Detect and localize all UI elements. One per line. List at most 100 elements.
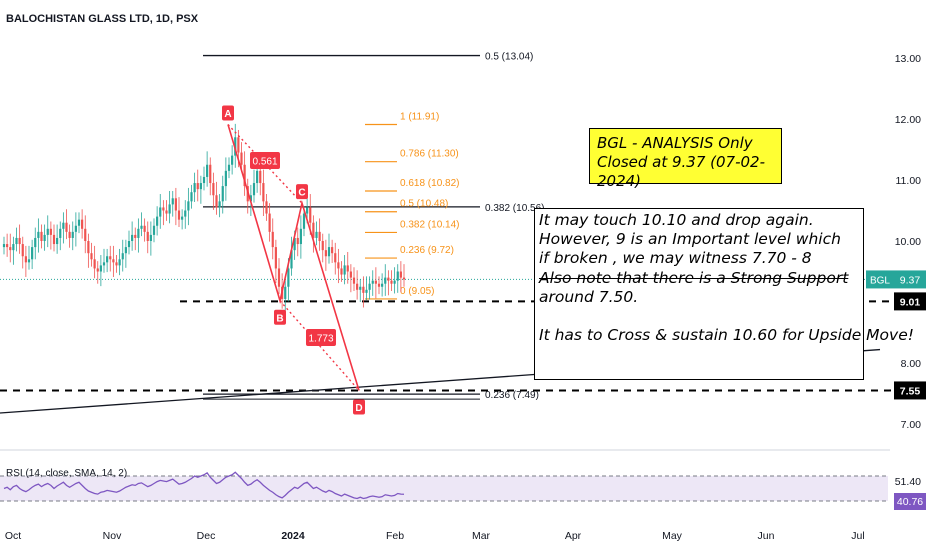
candle-body <box>402 277 406 280</box>
candle-body <box>274 247 277 269</box>
candle-body <box>202 176 206 184</box>
analysis-note-line: It has to Cross & sustain 10.60 for Upsi… <box>539 326 914 345</box>
candle-body <box>118 259 121 266</box>
candle-body <box>177 210 181 220</box>
candle-body <box>259 170 262 184</box>
fib-level-label: 0 (9.05) <box>400 286 434 297</box>
fib-level-label: 0.382 (10.14) <box>400 219 460 230</box>
time-axis: Oct Nov Dec 2024 Feb Mar Apr May Jun Jul <box>5 530 865 542</box>
candle-body <box>324 250 327 257</box>
time-tick-label: Oct <box>5 530 21 542</box>
candle-body <box>331 247 334 254</box>
candle-body <box>65 222 68 232</box>
candle-body <box>21 244 24 257</box>
candle-body <box>112 259 115 263</box>
analysis-label-line: BGL - ANALYSIS Only <box>597 134 753 152</box>
candle-body <box>6 244 9 248</box>
candle-body <box>31 247 34 260</box>
candle-body <box>374 280 377 284</box>
support-level-value: 7.55 <box>900 385 921 397</box>
fib-level-label: 0.236 (9.72) <box>400 245 454 256</box>
rsi-level-label: 51.40 <box>895 476 921 488</box>
time-tick-label: Dec <box>197 530 216 542</box>
analysis-label-line: Closed at 9.37 (07-02-2024) <box>597 153 766 190</box>
candle-body <box>77 219 81 226</box>
candle-body <box>218 201 221 208</box>
candle-body <box>309 207 312 223</box>
last-price-symbol-tag <box>866 270 894 289</box>
candle-body <box>71 231 74 238</box>
candle-body <box>277 268 281 287</box>
candle-body <box>334 253 337 263</box>
candle-body <box>215 195 218 208</box>
time-tick-label: Nov <box>103 530 122 542</box>
pattern-point-badge <box>353 399 365 415</box>
abcd-pattern: A B C D 0.561 1.773 <box>222 105 365 415</box>
rsi-band <box>0 476 888 501</box>
candle-body <box>168 204 171 214</box>
candle-body <box>349 271 352 278</box>
candle-body <box>115 262 118 266</box>
candle-body <box>93 259 96 269</box>
candle-body <box>262 183 265 202</box>
fib-levels-right: 1 (11.91) 0.786 (11.30) 0.618 (10.82) 0.5 (… <box>365 111 460 300</box>
candle-body <box>187 201 190 211</box>
candle-body <box>109 256 112 260</box>
candle-body <box>252 183 256 196</box>
rsi-value-tag <box>894 493 926 510</box>
analysis-note: It may touch 10.10 and drop again. Howev… <box>534 208 914 380</box>
candle-body <box>231 155 234 165</box>
time-tick-label: Jul <box>851 530 864 542</box>
candle-body <box>327 247 331 257</box>
candle-body <box>299 228 302 245</box>
candles <box>2 123 406 312</box>
candle-body <box>37 231 40 238</box>
candle-body <box>393 280 396 284</box>
candle-body <box>293 237 296 251</box>
candle-body <box>84 228 87 241</box>
pattern-ratio-badge <box>250 152 280 169</box>
candle-body <box>156 216 159 226</box>
price-tick-label: 12.00 <box>895 114 921 126</box>
candle-body <box>52 234 56 245</box>
candle-body <box>387 277 390 281</box>
candle-body <box>371 280 374 284</box>
candle-body <box>159 207 162 217</box>
candle-body <box>96 268 99 272</box>
candle-body <box>15 237 18 245</box>
candle-body <box>137 228 140 238</box>
fib-level-label: 0.5 (13.04) <box>485 52 533 63</box>
candle-body <box>196 183 199 190</box>
candle-body <box>381 283 384 287</box>
analysis-note-line: around 7.50. <box>539 287 639 306</box>
candle-body <box>193 183 196 193</box>
candle-body <box>390 280 393 284</box>
candle-body <box>27 259 31 263</box>
fib-level-label: 0.236 (7.49) <box>485 390 539 401</box>
price-tick-label: 13.00 <box>895 53 921 65</box>
pattern-point-label: C <box>298 188 305 199</box>
fib-level-label: 0.786 (11.30) <box>400 149 459 160</box>
candle-body <box>296 237 299 245</box>
candle-body <box>206 164 209 177</box>
candle-body <box>171 198 174 205</box>
candle-body <box>306 207 309 214</box>
candle-body <box>284 286 287 299</box>
candle-body <box>184 210 187 217</box>
rsi-value: 40.76 <box>897 496 923 508</box>
candle-body <box>359 286 362 290</box>
candle-body <box>174 198 177 211</box>
price-tick-label: 7.00 <box>901 419 922 431</box>
pattern-point-badge <box>222 105 234 121</box>
candle-body <box>340 268 343 275</box>
candle-body <box>302 213 306 229</box>
analysis-note-line <box>539 307 863 326</box>
candle-body <box>362 286 365 293</box>
candle-body <box>199 183 202 190</box>
candle-body <box>40 231 43 241</box>
candle-body <box>74 225 77 232</box>
candle-body <box>290 250 293 269</box>
candle-body <box>346 265 349 272</box>
time-tick-label: 2024 <box>281 530 305 542</box>
